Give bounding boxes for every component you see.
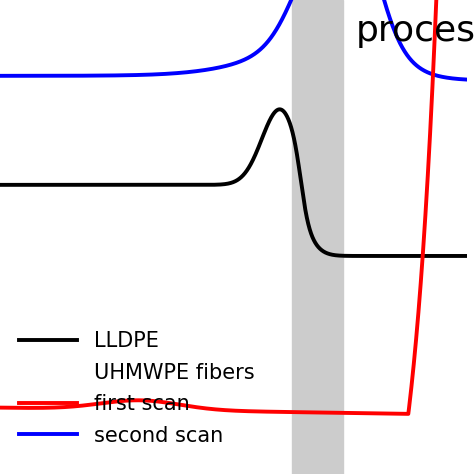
Bar [292, 0, 343, 474]
Text: proces: proces [356, 14, 474, 48]
Legend: LLDPE, UHMWPE fibers, first scan, second scan: LLDPE, UHMWPE fibers, first scan, second… [10, 323, 263, 454]
